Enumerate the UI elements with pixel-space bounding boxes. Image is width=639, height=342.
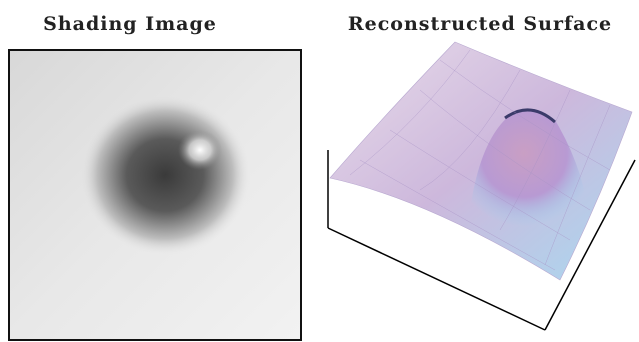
panel-title: Shading Image: [43, 13, 217, 35]
page: Shading Image Reconstructed Surface (() …: [0, 0, 639, 342]
figure: Shading Image Reconstructed Surface: [0, 0, 639, 342]
shading-image: [9, 50, 301, 340]
surface-plot: [328, 42, 635, 330]
panel-title: Reconstructed Surface: [348, 13, 612, 35]
